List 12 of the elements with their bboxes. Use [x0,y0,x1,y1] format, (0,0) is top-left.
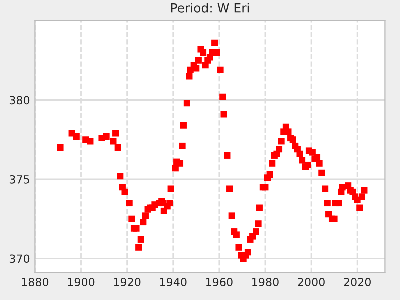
y-tick-label: 375 [10,175,30,184]
x-tick-label: 1940 [160,278,187,286]
x-tick-label: 2020 [344,278,371,286]
y-tick-label: 370 [10,254,30,264]
x-tick-label: 1880 [22,278,49,286]
x-tick-label: 1900 [68,278,95,286]
x-tick-label: 1920 [114,278,141,286]
x-tick-label: 2000 [298,278,325,286]
chart-title: Period: W Eri [171,3,250,13]
x-tick-label: 1980 [252,278,279,286]
y-tick-label: 380 [10,96,30,105]
x-tick-label: 1960 [206,278,233,286]
